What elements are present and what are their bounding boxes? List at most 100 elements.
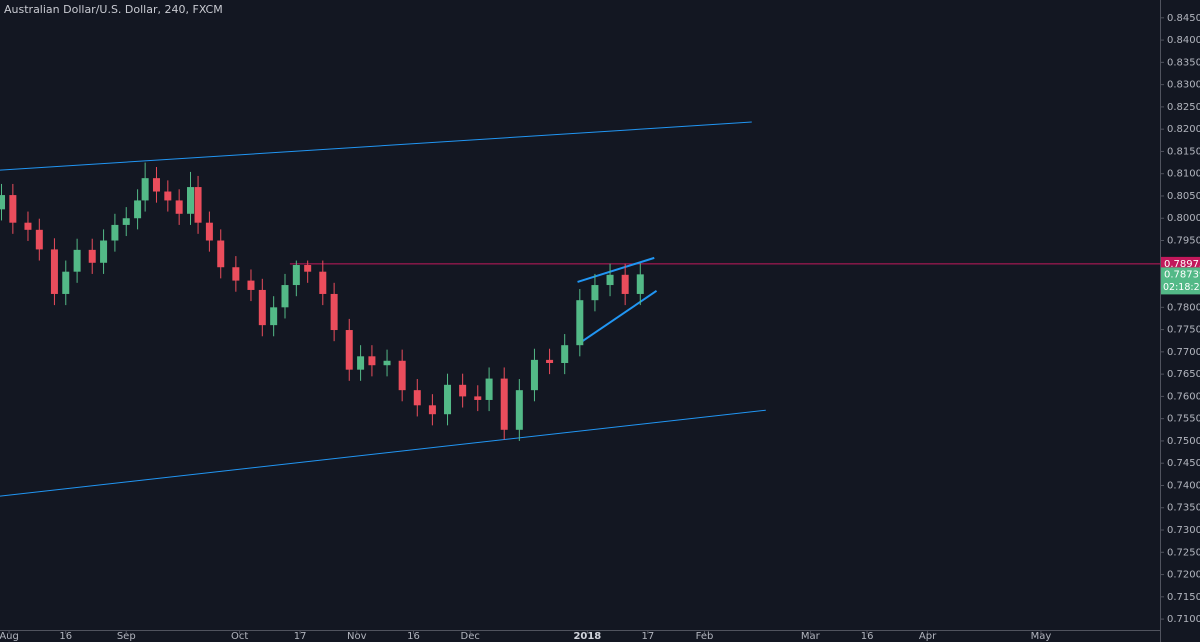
x-tick-label: May <box>1031 631 1052 642</box>
x-tick-label: Dec <box>461 631 480 642</box>
x-tick-label: 17 <box>294 631 307 642</box>
candle-body <box>152 178 160 192</box>
candle-body <box>444 384 452 415</box>
candle-body <box>606 274 614 286</box>
candle-body <box>50 249 58 294</box>
candle-body <box>500 378 508 430</box>
candle-body <box>292 265 300 286</box>
candle-body <box>134 200 142 219</box>
candle-body <box>88 249 96 263</box>
candle-body <box>205 222 213 241</box>
candle-body <box>413 390 421 406</box>
x-tick-label: Feb <box>696 631 714 642</box>
trendline <box>579 290 658 344</box>
candle-body <box>194 187 202 223</box>
candle-body <box>247 280 255 290</box>
candle-body <box>217 240 225 268</box>
x-tick-label: Nov <box>347 631 367 642</box>
candle-body <box>35 229 43 250</box>
candle-body <box>474 396 482 400</box>
candle-body <box>591 285 599 301</box>
candle-body <box>175 200 183 214</box>
trendline <box>0 121 752 171</box>
candle-body <box>485 378 493 400</box>
candle-body <box>9 195 17 223</box>
x-tick-label: 16 <box>861 631 874 642</box>
level-price-label: 0.78975 <box>1164 259 1200 270</box>
candle-body <box>345 330 353 370</box>
last-price-box <box>1161 267 1200 295</box>
candle-body <box>24 222 32 230</box>
candle-body <box>383 360 391 366</box>
level-price-box <box>1161 256 1200 271</box>
candle-body <box>141 178 149 201</box>
chart-title: Australian Dollar/U.S. Dollar, 240, FXCM <box>4 3 223 16</box>
candle-body <box>330 293 338 331</box>
y-tick-label: 0.71000 <box>1167 614 1200 625</box>
candle-body <box>62 271 70 294</box>
x-tick-label: Sep <box>117 631 136 642</box>
candle-body <box>515 390 523 430</box>
trendline <box>0 409 766 497</box>
candle-body <box>122 218 130 225</box>
candle-body <box>459 384 467 397</box>
candle-body <box>281 285 289 308</box>
candle-body <box>304 265 312 272</box>
x-tick-label: Mar <box>801 631 821 642</box>
candle-body <box>357 356 365 370</box>
x-tick-label: Aug <box>0 631 19 642</box>
candle-body <box>111 224 119 241</box>
x-tick-label: 2018 <box>573 631 601 642</box>
candle-body <box>100 240 108 263</box>
candle-body <box>621 274 629 294</box>
candle-body <box>232 267 240 281</box>
candle-body <box>530 359 538 391</box>
x-tick-label: Oct <box>231 631 248 642</box>
candle-body <box>270 307 278 326</box>
x-tick-label: Apr <box>919 631 937 642</box>
candle-body <box>428 405 436 415</box>
candle-body <box>398 360 406 391</box>
x-tick-label: 16 <box>407 631 420 642</box>
candle-body <box>576 300 584 346</box>
candle-body <box>368 356 376 366</box>
last-price-label: 0.78739 <box>1164 269 1200 280</box>
candle-body <box>0 195 6 210</box>
x-tick-label: 17 <box>641 631 654 642</box>
candle-body <box>319 271 327 294</box>
candle-body <box>546 359 554 363</box>
candle-body <box>561 345 569 363</box>
candle-body <box>186 187 194 214</box>
candle-body <box>164 191 172 201</box>
candle-body <box>73 249 81 272</box>
trendline <box>577 256 655 283</box>
candle-body <box>636 274 644 294</box>
